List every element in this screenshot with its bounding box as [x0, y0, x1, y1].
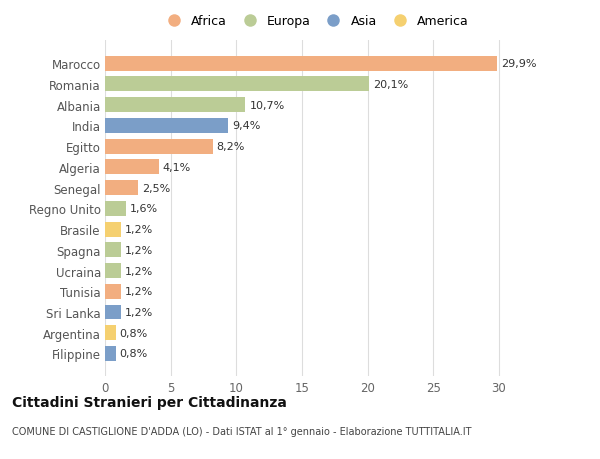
Text: 0,8%: 0,8% [119, 328, 148, 338]
Bar [105, 98, 245, 113]
Text: 9,4%: 9,4% [232, 121, 260, 131]
Text: 10,7%: 10,7% [250, 101, 284, 110]
Bar [105, 181, 138, 196]
Text: 1,2%: 1,2% [125, 308, 153, 317]
Legend: Africa, Europa, Asia, America: Africa, Europa, Asia, America [161, 16, 469, 28]
Text: 20,1%: 20,1% [373, 80, 408, 90]
Bar [105, 160, 159, 175]
Text: 29,9%: 29,9% [502, 59, 537, 69]
Text: 1,2%: 1,2% [125, 224, 153, 235]
Text: 1,2%: 1,2% [125, 245, 153, 255]
Bar [105, 140, 212, 154]
Text: Cittadini Stranieri per Cittadinanza: Cittadini Stranieri per Cittadinanza [12, 395, 287, 409]
Text: 0,8%: 0,8% [119, 349, 148, 358]
Bar [105, 56, 497, 72]
Text: 1,2%: 1,2% [125, 286, 153, 297]
Text: 1,2%: 1,2% [125, 266, 153, 276]
Bar [105, 222, 121, 237]
Text: COMUNE DI CASTIGLIONE D'ADDA (LO) - Dati ISTAT al 1° gennaio - Elaborazione TUTT: COMUNE DI CASTIGLIONE D'ADDA (LO) - Dati… [12, 426, 472, 436]
Bar [105, 243, 121, 257]
Bar [105, 346, 115, 361]
Text: 8,2%: 8,2% [217, 142, 245, 152]
Text: 1,6%: 1,6% [130, 204, 158, 214]
Text: 2,5%: 2,5% [142, 183, 170, 193]
Text: 4,1%: 4,1% [163, 162, 191, 173]
Bar [105, 263, 121, 278]
Bar [105, 305, 121, 320]
Bar [105, 284, 121, 299]
Bar [105, 77, 369, 92]
Bar [105, 325, 115, 341]
Bar [105, 202, 126, 216]
Bar [105, 118, 229, 134]
